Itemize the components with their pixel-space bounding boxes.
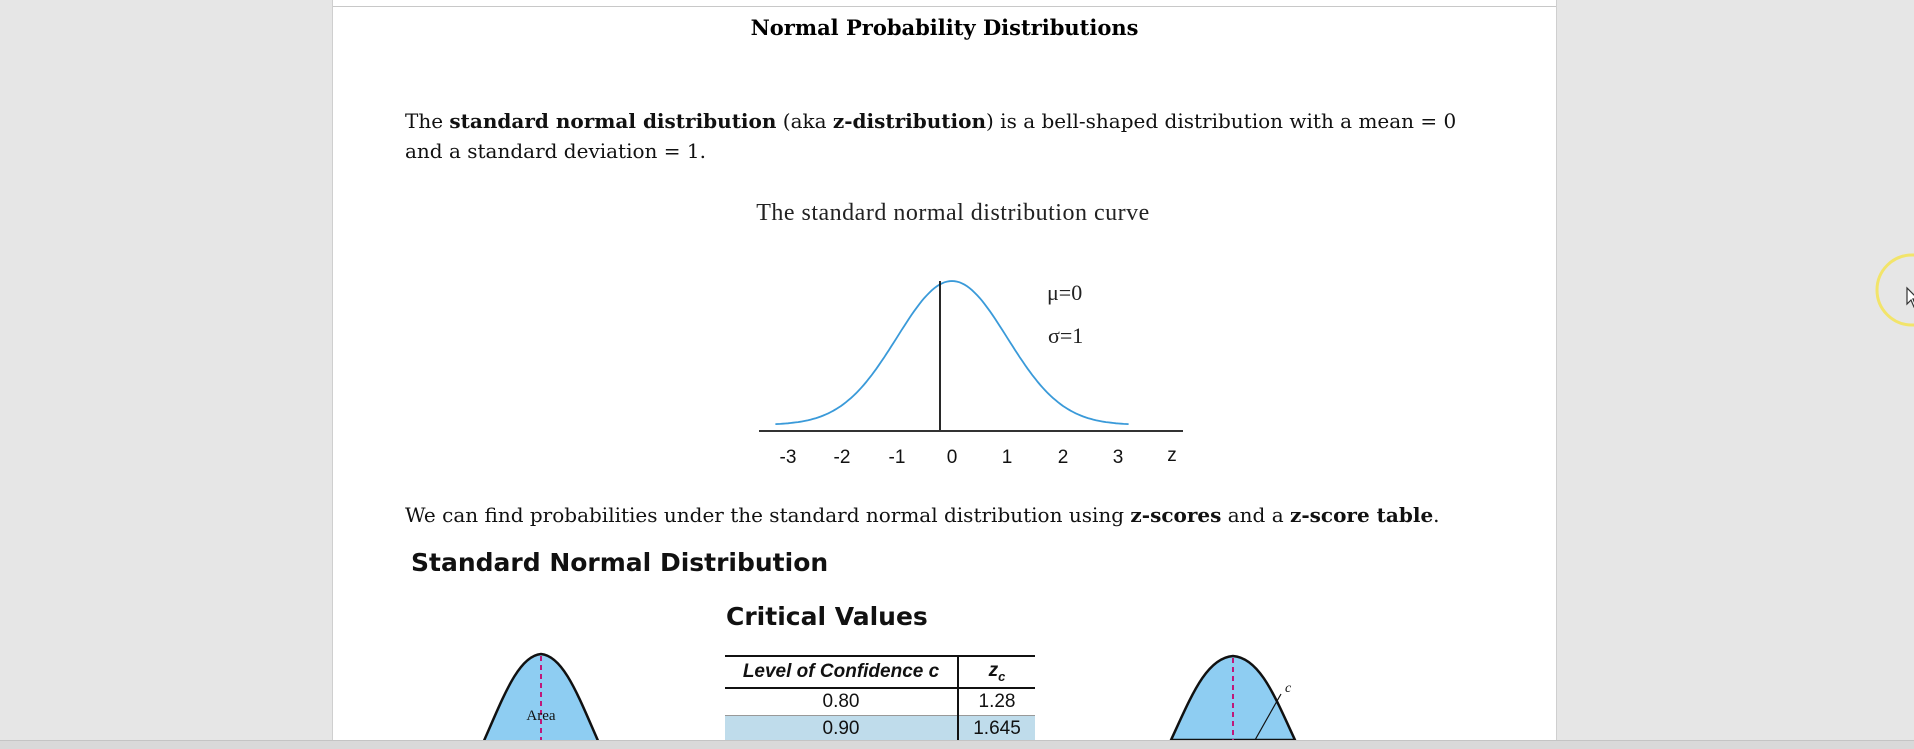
table-row: 0.90 1.645 bbox=[725, 715, 1035, 740]
confidence-pointer-line bbox=[1254, 693, 1282, 740]
z-axis-label: z bbox=[1167, 445, 1177, 466]
tick-label: 1 bbox=[1002, 447, 1013, 468]
level-cell: 0.80 bbox=[725, 688, 959, 716]
area-label: Area bbox=[526, 708, 555, 724]
para1-bold-1: standard normal distribution bbox=[449, 109, 777, 133]
document-page: Normal Probability Distributions The sta… bbox=[332, 0, 1557, 740]
para1-text-3: ) is a bell-shaped distribution with a m… bbox=[405, 109, 1457, 163]
zscore-paragraph: We can find probabilities under the stan… bbox=[405, 500, 1495, 530]
intro-paragraph: The standard normal distribution (aka z-… bbox=[405, 106, 1495, 166]
z-critical-header: zc bbox=[958, 655, 1035, 689]
bell-curve bbox=[775, 280, 1129, 425]
standard-normal-heading: Standard Normal Distribution bbox=[411, 548, 829, 577]
tick-label: -1 bbox=[889, 447, 906, 468]
para2-bold-1: z-scores bbox=[1130, 503, 1222, 527]
document-title: Normal Probability Distributions bbox=[750, 15, 1139, 40]
left-area-bell: Area bbox=[482, 652, 600, 740]
para1-bold-2: z-distribution bbox=[832, 109, 987, 133]
para1-text-1: The bbox=[405, 109, 450, 133]
tick-label: -3 bbox=[780, 447, 797, 468]
page-top-edge bbox=[333, 6, 1556, 7]
z-header-subscript: c bbox=[998, 668, 1006, 684]
standard-normal-curve-figure: The standard normal distribution curve μ… bbox=[723, 192, 1183, 477]
table-header-row: Level of Confidence c zc bbox=[725, 655, 1035, 689]
sigma-label: σ=1 bbox=[1048, 323, 1083, 348]
curve-graphic: μ=0 σ=1 -3 -2 -1 0 1 2 3 z bbox=[759, 280, 1183, 468]
tick-label: 3 bbox=[1113, 447, 1124, 468]
para2-text-1: We can find probabilities under the stan… bbox=[405, 503, 1131, 527]
mu-label: μ=0 bbox=[1047, 280, 1082, 305]
z-cell: 1.645 bbox=[958, 715, 1035, 740]
table-row: 0.80 1.28 bbox=[725, 688, 1035, 716]
critical-values-table: Level of Confidence c zc 0.80 1.28 0.90 … bbox=[725, 655, 1035, 740]
curve-title: The standard normal distribution curve bbox=[756, 200, 1150, 226]
para1-text-2: (aka bbox=[776, 109, 833, 133]
para2-text-3: . bbox=[1433, 503, 1440, 527]
level-cell: 0.90 bbox=[725, 715, 959, 740]
z-cell: 1.28 bbox=[958, 688, 1035, 716]
mouse-pointer-icon bbox=[1906, 286, 1914, 308]
level-of-confidence-header: Level of Confidence c bbox=[725, 655, 959, 689]
right-confidence-bell: c bbox=[1169, 654, 1297, 740]
c-label: c bbox=[1285, 681, 1292, 696]
tick-label: -2 bbox=[834, 447, 851, 468]
para2-text-2: and a bbox=[1221, 503, 1290, 527]
level-of-confidence-header-text: Level of Confidence c bbox=[742, 661, 940, 682]
z-header-text: z bbox=[988, 660, 999, 682]
para2-bold-2: z-score table bbox=[1290, 503, 1434, 527]
tick-label: 2 bbox=[1058, 447, 1069, 468]
status-bar bbox=[0, 740, 1914, 749]
critical-values-heading: Critical Values bbox=[726, 602, 928, 631]
cursor-highlight-icon bbox=[1875, 253, 1914, 327]
tick-label: 0 bbox=[947, 447, 958, 468]
